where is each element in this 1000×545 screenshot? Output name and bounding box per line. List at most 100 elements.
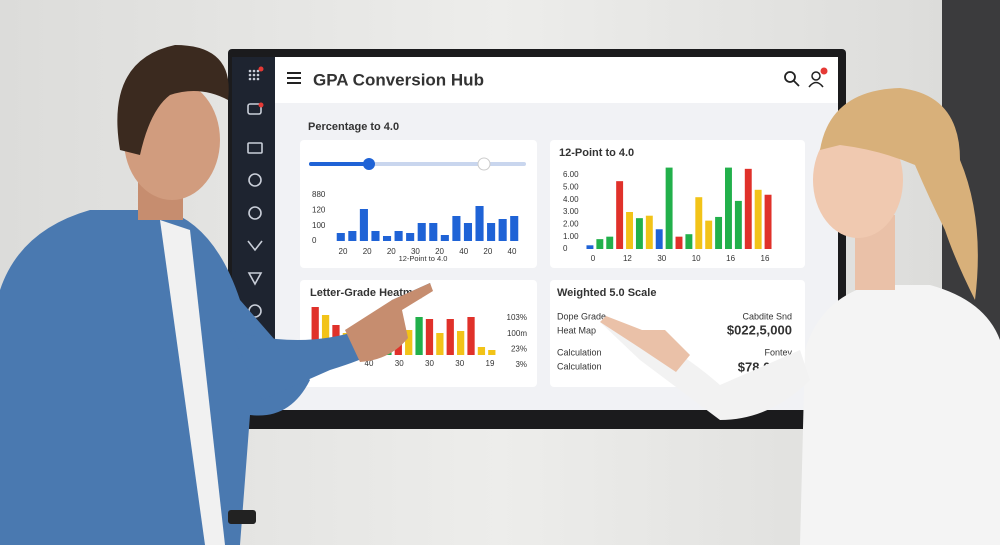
bar <box>371 231 380 241</box>
axis-label: 30 <box>395 359 404 368</box>
bar <box>626 212 633 249</box>
menu-icon[interactable] <box>287 72 301 84</box>
man-watch <box>228 510 256 524</box>
bar <box>457 331 465 355</box>
axis-label: 30 <box>411 247 420 256</box>
messages-icon[interactable] <box>247 103 262 115</box>
card-title: 12-Point to 4.0 <box>559 147 634 159</box>
search-icon[interactable] <box>784 71 800 87</box>
card-title: Letter-Grade Heatmap <box>310 287 426 299</box>
app-title: GPA Conversion Hub <box>313 70 484 89</box>
bar <box>715 216 723 249</box>
bar <box>417 223 426 241</box>
grade-icon[interactable] <box>248 206 262 220</box>
info-line: Calculation <box>557 361 602 371</box>
bar <box>665 167 673 249</box>
axis-label: 30 <box>455 359 464 368</box>
bar <box>405 330 413 355</box>
bar <box>467 317 475 355</box>
bar <box>463 223 473 241</box>
bar <box>655 229 663 249</box>
bar <box>645 215 653 249</box>
axis-label: 4.00 <box>563 195 579 204</box>
user-icon[interactable] <box>808 71 824 88</box>
axis-label: 0 <box>563 244 568 253</box>
slider-knob[interactable] <box>477 157 491 171</box>
axis-label: 1.00 <box>563 232 579 241</box>
bar <box>475 206 484 241</box>
bar <box>705 220 713 249</box>
app-header <box>275 57 838 103</box>
axis-label: 20 <box>435 247 444 256</box>
axis-label: 0 <box>312 236 317 245</box>
settings-icon[interactable] <box>248 173 262 187</box>
card-title: Weighted 5.0 Scale <box>557 287 656 299</box>
card-title: Percentage to 4.0 <box>308 121 399 133</box>
stat-label: Fontev <box>764 347 792 357</box>
axis-label: 880 <box>312 190 326 199</box>
bar <box>359 209 368 241</box>
stat-label: Cabdite Snd <box>742 311 792 321</box>
bar <box>744 168 752 249</box>
axis-label: 30 <box>657 254 666 263</box>
bar <box>415 317 423 355</box>
axis-label: 120 <box>312 205 326 214</box>
info-line: Dope Grade <box>557 311 606 321</box>
man <box>0 45 433 545</box>
axis-label: 16 <box>761 254 770 263</box>
man-undershirt <box>160 220 225 545</box>
man-hair <box>117 45 229 155</box>
bar <box>321 315 330 355</box>
funnel-icon[interactable] <box>247 272 263 286</box>
bar <box>429 223 438 241</box>
bar <box>440 235 449 241</box>
axis-label: 6.00 <box>563 170 579 179</box>
bar <box>311 307 319 355</box>
axis-label: 30 <box>425 359 434 368</box>
man-hand <box>345 283 433 362</box>
axis-label: 0 <box>591 254 596 263</box>
axis-label: 12 <box>623 254 632 263</box>
stat-value: $022,5,000 <box>727 322 792 337</box>
bar <box>446 319 454 355</box>
bar <box>487 223 496 241</box>
woman-hair <box>820 88 978 300</box>
axis-label: 10 <box>692 254 701 263</box>
bar <box>725 167 732 249</box>
bar <box>498 219 507 241</box>
notification-dot <box>258 66 264 72</box>
bar <box>336 233 345 241</box>
bar <box>754 189 762 249</box>
bar <box>685 234 693 249</box>
axis-label: 20 <box>339 247 348 256</box>
apps-icon[interactable] <box>248 69 260 81</box>
axis-label: 20 <box>363 247 372 256</box>
axis-label: 103% <box>507 313 527 322</box>
axis-label: 40 <box>365 359 374 368</box>
woman <box>600 88 1000 545</box>
notification-dot <box>820 67 828 75</box>
axis-label: 40 <box>508 247 517 256</box>
woman-hand <box>600 316 690 372</box>
bar <box>695 197 703 249</box>
axis-label: 3% <box>515 360 527 369</box>
axis-label: 3.00 <box>563 207 579 216</box>
axis-label: 100 <box>312 221 326 230</box>
axis-label: 19 <box>486 359 495 368</box>
woman-top <box>800 285 1000 545</box>
bar <box>382 236 392 241</box>
bar <box>635 218 643 249</box>
bar <box>436 333 444 355</box>
bar <box>606 236 614 249</box>
bar <box>452 216 461 241</box>
card <box>550 280 805 387</box>
bar <box>488 350 496 355</box>
slider-knob[interactable] <box>363 158 375 170</box>
bar <box>510 216 519 241</box>
screen-icon[interactable] <box>247 142 263 154</box>
filter-icon[interactable] <box>247 240 263 252</box>
bar <box>586 245 594 249</box>
bar <box>477 347 486 355</box>
